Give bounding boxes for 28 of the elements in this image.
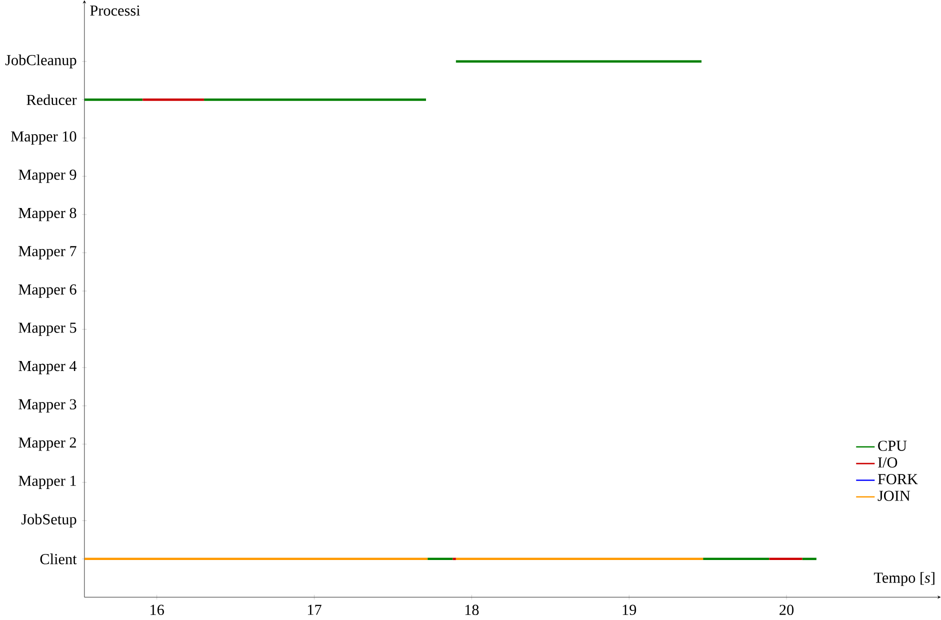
y-tick-label: Reducer [26,94,77,106]
y-tick-label: Mapper 4 [18,360,77,374]
y-tick-label: Mapper 10 [11,131,76,145]
x-tick-label: 19 [622,604,636,615]
y-tick-label: JobCleanup [5,54,76,68]
y-tick-label: Mapper 7 [18,246,76,260]
y-tick-label: Mapper 6 [18,284,76,298]
y-tick-label: Mapper 3 [18,399,76,412]
legend-label: FORK [878,474,918,484]
y-tick-label: Client [40,554,77,564]
bar [142,98,204,101]
x-tick-label: 20 [780,604,794,615]
y-tick-label: Mapper 5 [18,322,76,336]
y-tick-label: Mapper 2 [18,437,76,451]
x-tick-label: 17 [308,604,322,615]
legend-label: CPU [878,440,907,451]
x-tick-label: 16 [150,604,164,615]
bar [84,98,143,101]
legend-label: I/O [878,457,898,468]
y-tick-label: Mapper 9 [18,170,76,183]
legend-label: JOIN [878,490,910,501]
y-tick-label: JobSetup [21,514,76,528]
y-tick-label: Mapper 8 [18,208,76,222]
y-tick-label: Mapper 1 [18,476,76,489]
bar [204,98,426,101]
x-tick-label: 18 [465,604,479,615]
y-axis-title: Processi [90,5,140,16]
x-axis-title: Tempo [s] [874,572,934,586]
